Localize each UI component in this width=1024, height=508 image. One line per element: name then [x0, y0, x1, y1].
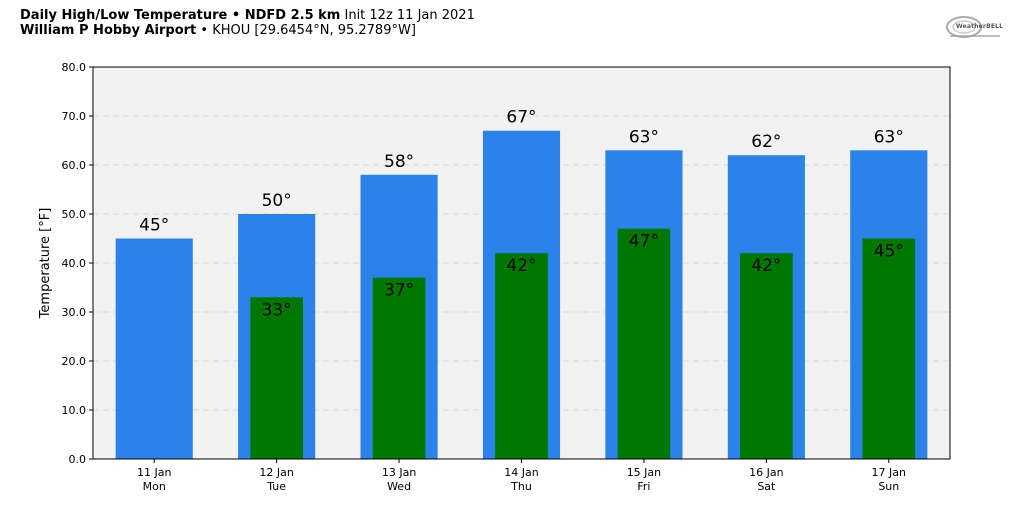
chart-title: Daily High/Low Temperature • NDFD 2.5 km…: [20, 8, 475, 23]
x-tick-label: 12 Jan: [259, 466, 293, 479]
x-tick-sublabel: Fri: [637, 480, 650, 493]
x-tick-label: 15 Jan: [627, 466, 661, 479]
logo-swirl-icon: [946, 16, 1000, 38]
y-tick-label: 0.0: [69, 453, 87, 466]
high-temp-label: 58°: [384, 152, 414, 172]
high-temp-label: 50°: [262, 191, 292, 211]
logo-text: WeatherBELL: [956, 23, 1004, 30]
high-temp-label: 63°: [629, 127, 659, 147]
high-temp-label: 63°: [874, 127, 904, 147]
low-temp-label: 47°: [629, 232, 659, 252]
x-tick-label: 11 Jan: [137, 466, 171, 479]
x-tick-sublabel: Wed: [387, 480, 411, 493]
x-tick-label: 16 Jan: [749, 466, 783, 479]
x-tick-label: 14 Jan: [504, 466, 538, 479]
low-temp-label: 42°: [506, 256, 536, 276]
x-tick-sublabel: Thu: [510, 480, 532, 493]
y-tick-label: 60.0: [62, 159, 87, 172]
x-tick-sublabel: Mon: [143, 480, 166, 493]
y-tick-label: 40.0: [62, 257, 87, 270]
x-tick-sublabel: Sun: [878, 480, 899, 493]
high-temp-label: 62°: [751, 132, 781, 152]
low-temp-bar: [250, 297, 303, 459]
x-tick-sublabel: Tue: [266, 480, 286, 493]
y-axis-label: Temperature [°F]: [38, 208, 53, 320]
weatherbell-logo: WeatherBELL: [944, 14, 1004, 40]
low-temp-label: 45°: [874, 242, 904, 262]
low-temp-label: 37°: [384, 281, 414, 301]
low-temp-bar: [617, 228, 671, 459]
y-tick-label: 70.0: [62, 110, 87, 123]
high-temp-label: 45°: [139, 216, 169, 236]
x-tick-label: 13 Jan: [382, 466, 416, 479]
y-tick-label: 50.0: [62, 208, 87, 221]
low-temp-label: 33°: [262, 300, 292, 320]
low-temp-bar: [495, 253, 548, 459]
x-tick-label: 17 Jan: [872, 466, 906, 479]
low-temp-label: 42°: [751, 256, 781, 276]
low-temp-bar: [740, 253, 793, 459]
high-temp-bar: [115, 238, 193, 459]
chart-subtitle: William P Hobby Airport • KHOU [29.6454°…: [20, 23, 416, 38]
y-tick-label: 10.0: [62, 404, 87, 417]
low-temp-bar: [862, 238, 916, 459]
y-tick-label: 30.0: [62, 306, 87, 319]
chart-header: Daily High/Low Temperature • NDFD 2.5 km…: [20, 8, 475, 38]
high-temp-label: 67°: [506, 108, 536, 128]
y-tick-label: 80.0: [62, 61, 87, 74]
x-tick-sublabel: Sat: [757, 480, 776, 493]
low-temp-bar: [372, 277, 426, 459]
y-tick-label: 20.0: [62, 355, 87, 368]
